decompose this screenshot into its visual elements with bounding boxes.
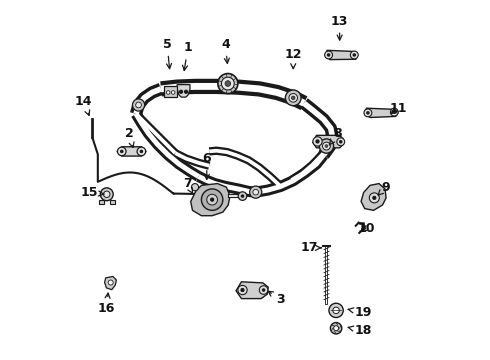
Circle shape — [167, 91, 170, 94]
Text: 16: 16 — [98, 293, 115, 315]
Circle shape — [369, 193, 379, 203]
Text: 18: 18 — [348, 324, 371, 337]
Circle shape — [333, 307, 339, 314]
Circle shape — [201, 189, 223, 210]
Circle shape — [103, 191, 110, 198]
Circle shape — [108, 280, 113, 285]
Circle shape — [137, 147, 146, 156]
Text: 19: 19 — [348, 306, 371, 319]
Text: 8: 8 — [329, 127, 342, 145]
Circle shape — [140, 150, 143, 153]
Circle shape — [322, 142, 330, 150]
Text: 12: 12 — [285, 49, 302, 69]
Text: 2: 2 — [124, 127, 134, 148]
Polygon shape — [365, 108, 398, 117]
Circle shape — [180, 90, 182, 93]
Text: 7: 7 — [183, 177, 193, 193]
Text: 9: 9 — [378, 181, 391, 195]
Circle shape — [249, 186, 262, 198]
Text: 1: 1 — [183, 41, 192, 71]
Text: 11: 11 — [390, 102, 407, 115]
Circle shape — [185, 90, 188, 93]
Circle shape — [313, 137, 322, 146]
Polygon shape — [177, 85, 190, 97]
Polygon shape — [236, 282, 268, 298]
Circle shape — [325, 145, 328, 148]
Polygon shape — [191, 184, 230, 216]
FancyBboxPatch shape — [164, 86, 177, 97]
Text: 5: 5 — [163, 38, 172, 69]
Polygon shape — [361, 184, 386, 210]
Circle shape — [118, 147, 126, 156]
Circle shape — [262, 288, 266, 292]
Circle shape — [339, 140, 343, 144]
Circle shape — [192, 184, 198, 191]
Circle shape — [136, 102, 142, 108]
Text: 17: 17 — [300, 241, 321, 255]
Polygon shape — [313, 135, 343, 148]
Circle shape — [325, 51, 333, 59]
Circle shape — [221, 77, 234, 90]
Circle shape — [210, 198, 214, 202]
Circle shape — [327, 53, 330, 57]
Circle shape — [292, 96, 295, 100]
Circle shape — [316, 139, 319, 144]
Polygon shape — [325, 50, 358, 60]
Circle shape — [352, 53, 356, 57]
Text: 10: 10 — [358, 222, 375, 235]
Circle shape — [391, 108, 398, 116]
Text: 14: 14 — [75, 95, 92, 116]
Circle shape — [366, 111, 369, 114]
Circle shape — [259, 286, 268, 294]
Circle shape — [172, 91, 175, 94]
Polygon shape — [104, 276, 117, 290]
Circle shape — [364, 109, 372, 117]
Circle shape — [120, 150, 123, 153]
Circle shape — [392, 111, 396, 114]
Text: 4: 4 — [221, 38, 230, 63]
Circle shape — [334, 326, 339, 331]
Circle shape — [337, 138, 344, 146]
Circle shape — [241, 288, 245, 292]
Circle shape — [238, 285, 247, 295]
Circle shape — [238, 192, 247, 201]
Text: 15: 15 — [81, 186, 104, 199]
Text: 13: 13 — [331, 14, 348, 40]
Polygon shape — [117, 147, 146, 156]
Circle shape — [285, 90, 301, 106]
Circle shape — [253, 189, 259, 195]
Text: 6: 6 — [202, 152, 211, 179]
Circle shape — [329, 303, 343, 318]
Circle shape — [319, 139, 334, 153]
Circle shape — [350, 51, 358, 59]
Text: 3: 3 — [268, 291, 285, 306]
FancyBboxPatch shape — [99, 200, 104, 204]
Circle shape — [225, 81, 231, 86]
Circle shape — [132, 99, 145, 111]
Circle shape — [100, 188, 113, 201]
Circle shape — [372, 196, 376, 200]
Circle shape — [289, 94, 297, 102]
Circle shape — [218, 73, 238, 94]
Circle shape — [207, 194, 218, 205]
FancyBboxPatch shape — [110, 200, 115, 204]
Circle shape — [241, 194, 245, 198]
Circle shape — [330, 323, 342, 334]
